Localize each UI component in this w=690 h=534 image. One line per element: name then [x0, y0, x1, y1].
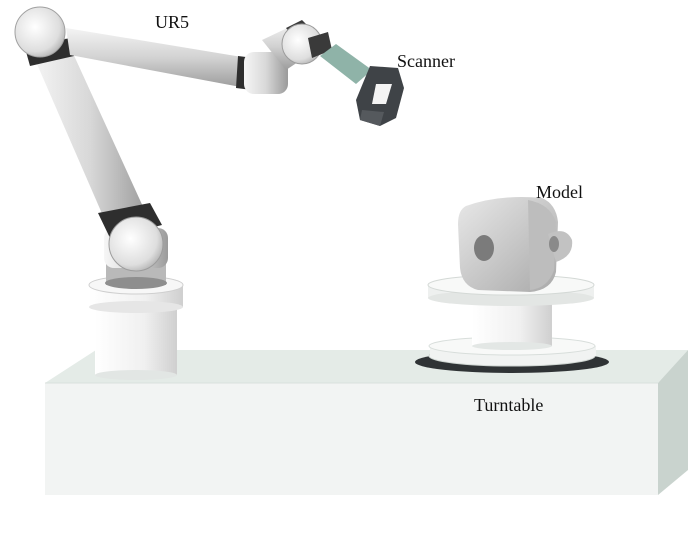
robot-label: UR5 — [155, 12, 190, 32]
lower-arm-link — [30, 38, 150, 232]
shoulder-joint — [14, 6, 66, 58]
scanner — [320, 44, 404, 126]
robot-pedestal — [88, 275, 184, 380]
scanner-mount — [320, 44, 372, 84]
table-front — [45, 383, 658, 495]
table-side — [658, 350, 688, 495]
upper-arm-link — [66, 28, 248, 88]
turntable — [415, 274, 609, 373]
scanner-label: Scanner — [397, 51, 455, 71]
ur5-robot-arm — [14, 6, 332, 289]
turntable-label: Turntable — [474, 395, 544, 415]
elbow-joint — [108, 216, 164, 272]
scan-model — [458, 197, 573, 292]
model-hole — [474, 235, 494, 261]
wrist-joint — [244, 52, 288, 94]
table — [45, 350, 688, 495]
model-label: Model — [536, 182, 583, 202]
